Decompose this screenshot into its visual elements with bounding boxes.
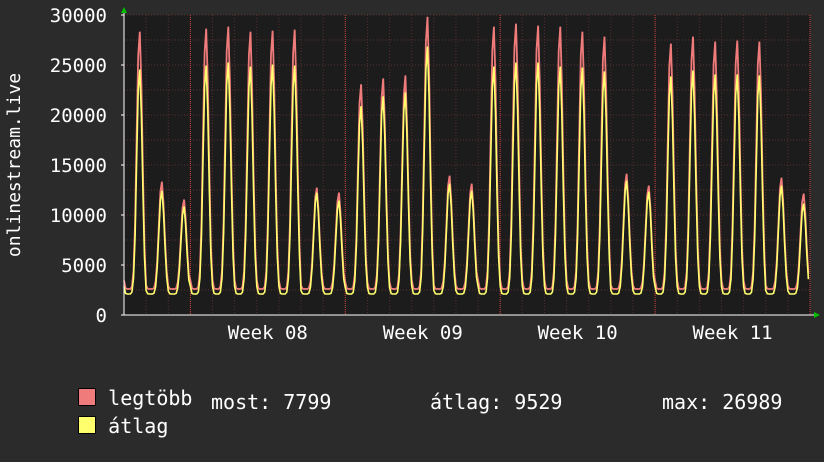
legend-item-atlag: átlag bbox=[30, 390, 168, 438]
y-axis: 0 5000 10000 15000 20000 25000 30000 bbox=[50, 5, 124, 327]
series-atlag bbox=[123, 46, 810, 295]
y-tick-label: 30000 bbox=[50, 5, 107, 27]
stat-atlag: átlag: 9529 bbox=[430, 390, 563, 414]
y-tick-label: 25000 bbox=[50, 55, 107, 77]
y-tick-label: 20000 bbox=[50, 105, 107, 127]
x-tick-label: Week 10 bbox=[538, 322, 618, 344]
x-tick-label: Week 08 bbox=[228, 322, 308, 344]
legend-item-legtobb: legtöbb bbox=[30, 362, 192, 410]
legtobb-swatch bbox=[78, 388, 97, 406]
y-axis-label: onlinestream.live bbox=[4, 73, 25, 257]
legend-label-legtobb: legtöbb bbox=[108, 386, 193, 410]
stat-most: most: 7799 bbox=[211, 390, 332, 414]
y-tick-label: 0 bbox=[96, 305, 107, 327]
legend-label-atlag: átlag bbox=[108, 414, 169, 438]
y-tick-label: 5000 bbox=[61, 255, 107, 277]
x-tick-label: Week 11 bbox=[693, 322, 773, 344]
atlag-swatch bbox=[78, 416, 97, 434]
stat-max: max: 26989 bbox=[662, 390, 783, 414]
x-tick-label: Week 09 bbox=[383, 322, 463, 344]
y-axis-arrow-icon bbox=[121, 7, 127, 13]
x-axis: Week 08 Week 09 Week 10 Week 11 bbox=[189, 15, 811, 344]
x-axis-arrow-icon bbox=[814, 312, 820, 318]
y-tick-label: 15000 bbox=[50, 155, 107, 177]
axes bbox=[121, 7, 820, 318]
y-tick-label: 10000 bbox=[50, 205, 107, 227]
